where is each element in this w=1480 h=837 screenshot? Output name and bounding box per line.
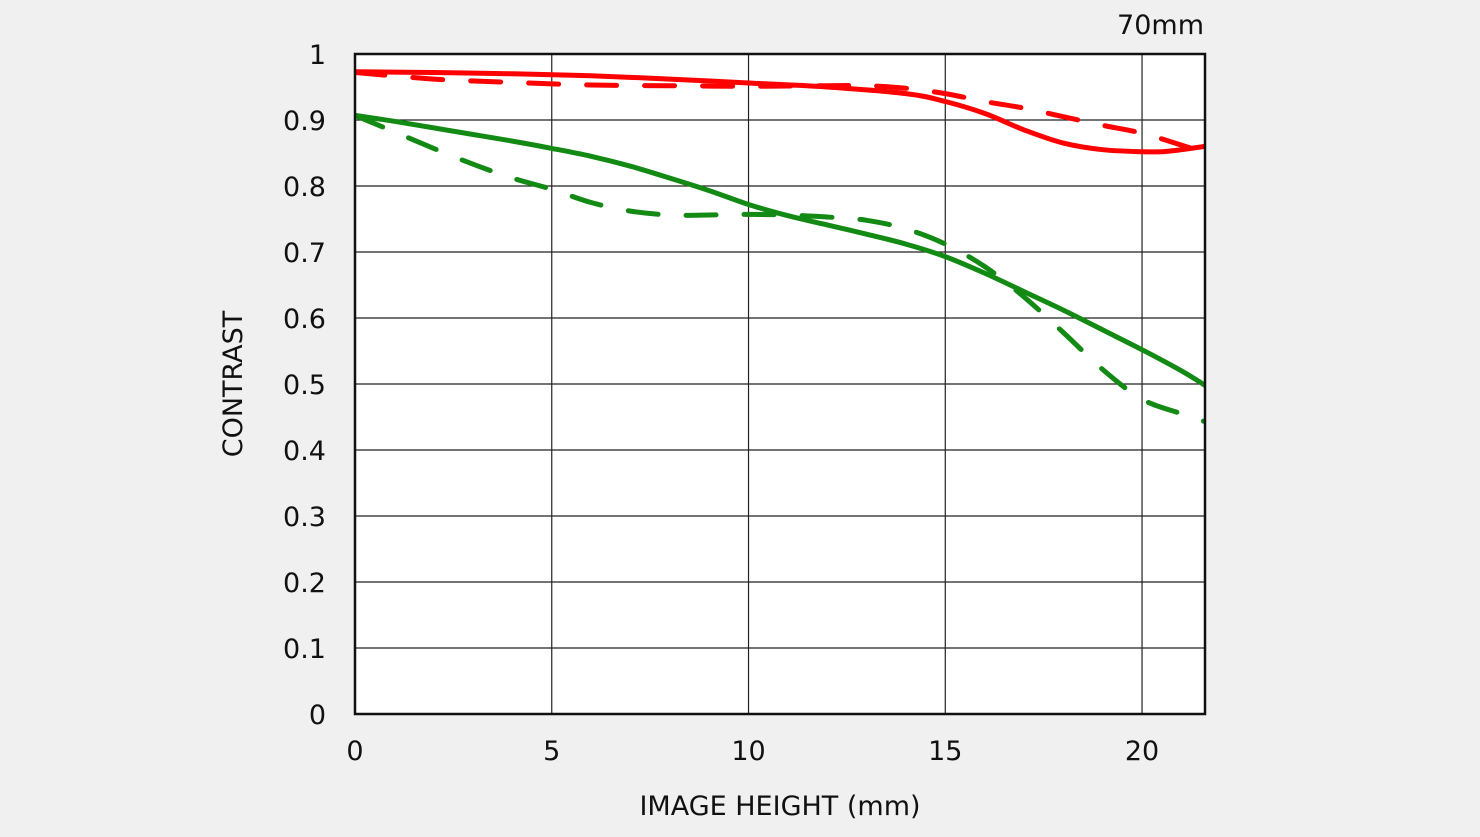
y-tick-label: 0.1 — [283, 634, 326, 665]
x-tick-labels: 0 5 10 15 20 — [346, 736, 1159, 767]
y-tick-label: 0.5 — [283, 370, 326, 401]
series-line-3-solid — [355, 112, 1205, 388]
y-tick-label: 0 — [309, 700, 326, 731]
series-group — [355, 69, 1205, 425]
plot-area — [355, 69, 1205, 425]
series-line-4-dashed — [355, 112, 1205, 425]
y-tick-label: 0.3 — [283, 502, 326, 533]
series-line-2-dashed — [355, 70, 1205, 156]
plot-frame — [353, 52, 1207, 716]
x-axis-label: IMAGE HEIGHT (mm) — [639, 791, 920, 822]
x-tick-label: 20 — [1125, 736, 1159, 767]
y-tick-label: 1 — [309, 40, 326, 71]
y-tick-label: 0.8 — [283, 172, 326, 203]
y-tick-label: 0.7 — [283, 238, 326, 269]
x-tick-label: 15 — [928, 736, 962, 767]
y-tick-label: 0.6 — [283, 304, 326, 335]
x-tick-label: 5 — [543, 736, 560, 767]
chart-title: 70mm — [1117, 10, 1204, 41]
y-tick-label: 0.4 — [283, 436, 326, 467]
x-tick-label: 0 — [346, 736, 363, 767]
grid-lines — [355, 54, 1205, 714]
y-tick-label: 0.2 — [283, 568, 326, 599]
y-axis-label: CONTRAST — [218, 310, 249, 457]
series-line-1-solid — [355, 69, 1205, 155]
y-tick-labels: 0 0.1 0.2 0.3 0.4 0.5 0.6 0.7 0.8 0.9 1 — [283, 40, 326, 731]
y-tick-label: 0.9 — [283, 106, 326, 137]
x-tick-label: 10 — [731, 736, 765, 767]
